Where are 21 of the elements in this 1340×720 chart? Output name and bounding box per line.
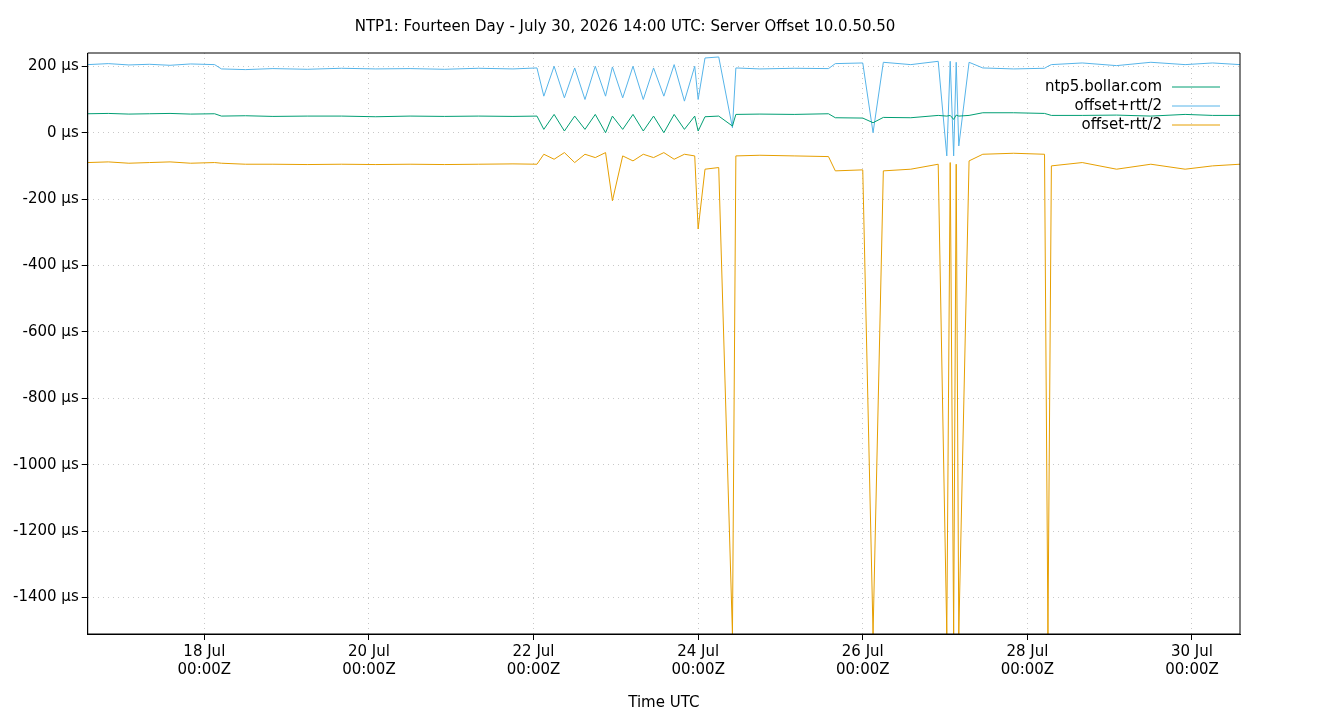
legend-label: ntp5.bollar.com [1044,76,1162,95]
y-tick-label: 0 µs [47,122,79,141]
x-tick-label: 18 Jul 00:00Z [177,641,232,678]
x-tick-label: 22 Jul 00:00Z [506,641,561,678]
legend-label: offset-rtt/2 [1081,114,1162,133]
y-tick-label: 200 µs [27,56,79,75]
y-tick-label: -1400 µs [12,587,79,606]
x-tick-label: 20 Jul 00:00Z [342,641,396,678]
x-tick-label: 26 Jul 00:00Z [836,641,890,678]
y-tick-label: -600 µs [22,321,79,340]
x-tick-label: 30 Jul 00:00Z [1165,641,1219,678]
y-tick-label: -800 µs [22,388,79,407]
y-tick-label: -1200 µs [12,520,79,539]
x-tick-label: 28 Jul 00:00Z [1000,641,1055,678]
y-tick-label: -1000 µs [12,454,79,473]
legend-label: offset+rtt/2 [1074,95,1162,114]
y-tick-label: -400 µs [22,255,79,274]
y-tick-label: -200 µs [22,188,79,207]
x-axis-title: Time UTC [627,692,700,711]
chart-title: NTP1: Fourteen Day - July 30, 2026 14:00 UTC: Server Offset 10.0.50.50 [354,16,896,35]
x-tick-label: 24 Jul 00:00Z [671,641,725,678]
